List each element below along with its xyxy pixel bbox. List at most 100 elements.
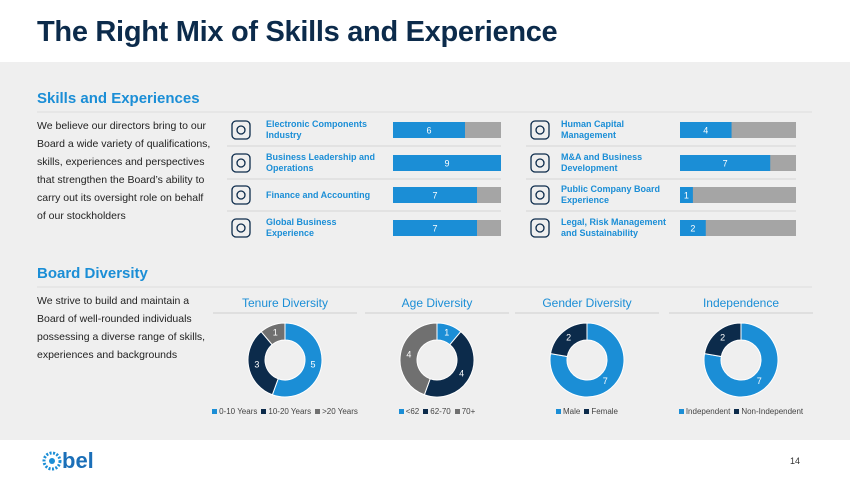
icon xyxy=(535,223,545,233)
bar xyxy=(680,122,732,138)
chart-title: Age Diversity xyxy=(401,296,473,310)
icon xyxy=(236,223,246,233)
legend-swatch xyxy=(555,409,561,414)
legend: 0-10 Years 10-20 Years >20 Years xyxy=(200,407,370,416)
page-number: 14 xyxy=(790,456,801,466)
legend-item: 70+ xyxy=(454,407,476,416)
slice xyxy=(549,322,625,398)
value-label: 4 xyxy=(459,369,464,379)
bar xyxy=(680,220,706,236)
icon xyxy=(231,218,251,238)
legend-item: 62-70 xyxy=(423,407,451,416)
legend: Male Female xyxy=(502,407,672,416)
legend-swatch xyxy=(584,409,590,414)
bar xyxy=(393,122,465,138)
legend-swatch xyxy=(212,409,218,414)
legend-label: Female xyxy=(591,407,619,416)
icon xyxy=(530,218,550,238)
legend-item: 0-10 Years xyxy=(212,407,257,416)
legend-item: Independent xyxy=(678,407,731,416)
legend-label: 0-10 Years xyxy=(219,407,258,416)
value-label: 7 xyxy=(757,376,762,386)
bar xyxy=(393,220,477,236)
legend: Independent Non-Independent xyxy=(656,407,826,416)
icon xyxy=(530,153,550,173)
chart-title: Independence xyxy=(702,296,780,310)
chart-title: Gender Diversity xyxy=(542,296,632,310)
icon xyxy=(530,185,550,205)
section-text: We believe our directors bring to our Bo… xyxy=(37,120,211,222)
legend-label: Independent xyxy=(685,407,731,416)
slice xyxy=(703,322,779,398)
icon xyxy=(535,125,545,135)
category-label: Business Leadership and Operations xyxy=(266,152,376,173)
legend-label: Non-Independent xyxy=(741,407,804,416)
category-label: Public Company Board Experience xyxy=(561,184,661,205)
section-text: We strive to build and maintain a Board … xyxy=(37,295,206,361)
legend-item: Female xyxy=(584,407,618,416)
category-label: Finance and Accounting xyxy=(266,189,371,200)
value-label: 6 xyxy=(426,125,431,135)
value-label: 7 xyxy=(603,376,608,386)
category-label: Human Capital Management xyxy=(561,119,625,140)
icon xyxy=(530,120,550,140)
icon xyxy=(535,190,545,200)
icon xyxy=(236,158,246,168)
legend-label: 62-70 xyxy=(430,407,451,416)
icon xyxy=(236,190,246,200)
chart-title: Tenure Diversity xyxy=(241,296,329,310)
legend-item: 10-20 Years xyxy=(261,407,311,416)
bar xyxy=(680,187,693,203)
legend-swatch xyxy=(423,409,429,414)
slice xyxy=(703,322,742,358)
bar-track xyxy=(680,220,796,236)
legend-item: Non-Independent xyxy=(734,407,803,416)
legend-swatch xyxy=(734,409,740,414)
icon xyxy=(535,158,545,168)
legend-label: Male xyxy=(562,407,581,416)
value-label: 1 xyxy=(684,190,689,200)
slice xyxy=(549,322,588,358)
value-label: 1 xyxy=(444,328,449,338)
value-label: 4 xyxy=(703,125,708,135)
slice xyxy=(271,322,323,398)
legend-label: >20 Years xyxy=(322,407,358,416)
logo-icon xyxy=(42,451,62,471)
legend: <62 62-70 70+ xyxy=(352,407,522,416)
legend-swatch xyxy=(678,409,684,414)
icon xyxy=(231,153,251,173)
bar xyxy=(393,155,501,171)
category-label: M&A and Business Development xyxy=(561,152,643,173)
slice xyxy=(423,330,475,398)
legend-label: 10-20 Years xyxy=(268,407,312,416)
section-heading: Board Diversity xyxy=(37,265,148,282)
legend-item: <62 xyxy=(398,407,420,416)
value-label: 5 xyxy=(311,359,316,369)
legend-label: <62 xyxy=(405,407,420,416)
legend-swatch xyxy=(315,409,321,414)
legend-item: >20 Years xyxy=(315,407,358,416)
slice xyxy=(260,322,286,346)
value-label: 9 xyxy=(444,158,449,168)
value-label: 3 xyxy=(254,359,259,369)
legend-swatch xyxy=(454,409,460,414)
category-label: Legal, Risk Management and Sustainabilit… xyxy=(561,217,667,238)
section-heading: Skills and Experiences xyxy=(37,90,200,107)
legend-item: Male xyxy=(555,407,581,416)
bar-track xyxy=(680,187,796,203)
value-label: 2 xyxy=(566,333,571,343)
icon xyxy=(236,125,246,135)
legend-swatch xyxy=(261,409,267,414)
logo: bel xyxy=(62,448,94,473)
category-label: Electronic Components Industry xyxy=(266,119,368,140)
value-label: 1 xyxy=(273,328,278,338)
icon xyxy=(231,120,251,140)
icon xyxy=(231,185,251,205)
legend-label: 70+ xyxy=(461,407,476,416)
bar xyxy=(393,187,477,203)
legend-swatch xyxy=(398,409,404,414)
value-label: 7 xyxy=(432,190,437,200)
bar xyxy=(680,155,771,171)
